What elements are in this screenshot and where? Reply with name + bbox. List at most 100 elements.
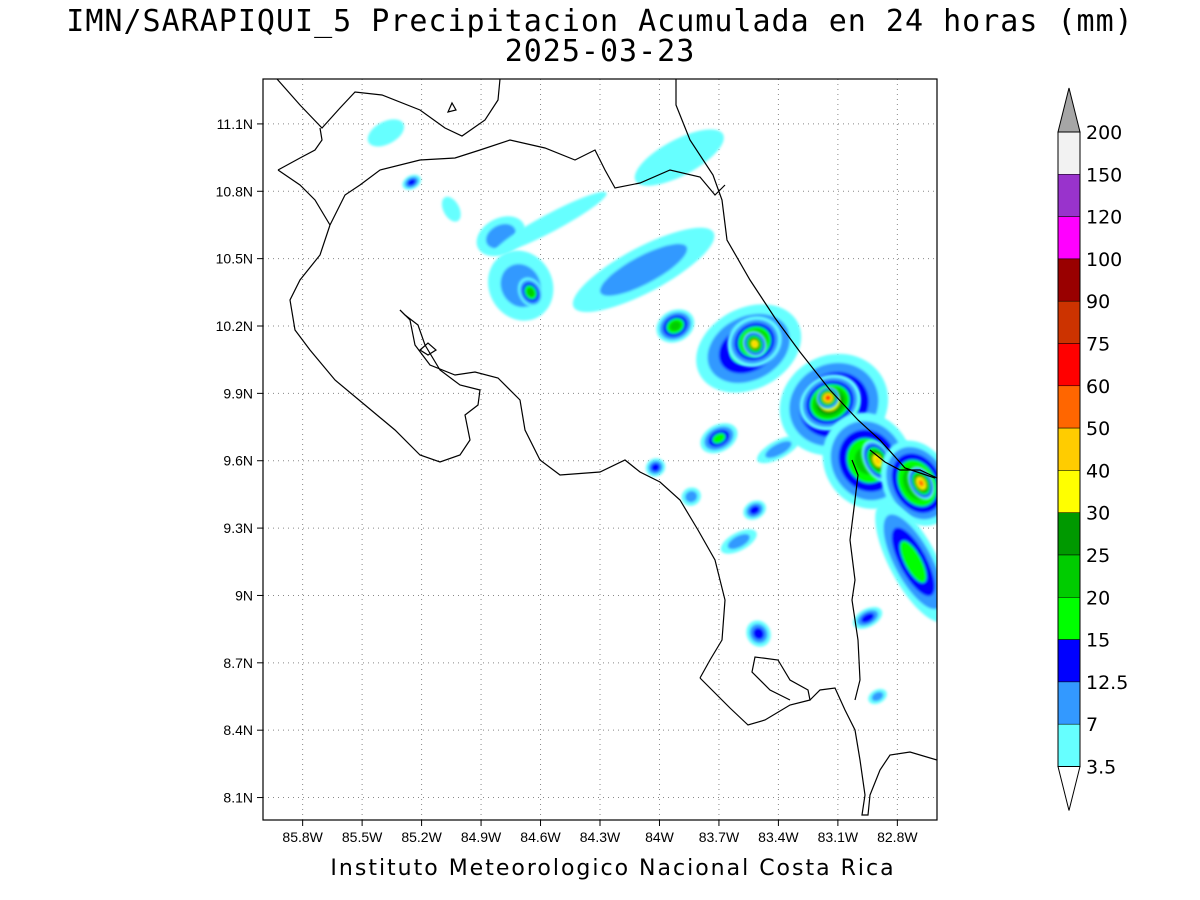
colorbar-label: 12.5 bbox=[1086, 672, 1128, 694]
precip-contour bbox=[712, 433, 726, 444]
colorbar-swatch bbox=[1057, 427, 1081, 471]
precip-contour bbox=[861, 613, 875, 623]
precipitation-field bbox=[367, 119, 937, 705]
x-tick-label: 84W bbox=[645, 829, 675, 845]
precip-cell bbox=[852, 607, 883, 629]
colorbar-label: 200 bbox=[1086, 122, 1122, 144]
y-tick-label: 8.1N bbox=[223, 790, 253, 806]
precip-cell bbox=[402, 174, 421, 190]
colorbar-label: 150 bbox=[1086, 164, 1122, 186]
precip-cell bbox=[742, 330, 767, 358]
y-tick-label: 8.7N bbox=[223, 655, 253, 671]
x-tick-label: 83.1W bbox=[818, 829, 859, 845]
x-tick-label: 85.8W bbox=[282, 829, 323, 845]
caribbean-coast bbox=[675, 79, 936, 479]
colorbar-min-arrow bbox=[1057, 766, 1081, 811]
precip-contour bbox=[874, 456, 881, 465]
precip-cell bbox=[572, 227, 715, 313]
precip-cell bbox=[645, 458, 666, 477]
nicoya-peninsula bbox=[289, 224, 481, 463]
x-tick-label: 85.5W bbox=[342, 829, 383, 845]
colorbar-swatch bbox=[1057, 554, 1081, 598]
y-tick-label: 10.5N bbox=[216, 251, 253, 267]
x-tick-label: 83.7W bbox=[699, 829, 740, 845]
colorbar-label: 90 bbox=[1086, 291, 1110, 313]
lake-nicaragua-shore bbox=[446, 101, 457, 113]
precip-contour bbox=[651, 463, 660, 472]
precip-cell bbox=[720, 529, 757, 554]
precip-contour bbox=[727, 534, 750, 550]
x-tick-label: 84.6W bbox=[520, 829, 561, 845]
colorbar-swatch bbox=[1057, 681, 1081, 725]
x-tick-label: 85.2W bbox=[401, 829, 442, 845]
osa-peninsula bbox=[699, 656, 811, 726]
colorbar-label: 50 bbox=[1086, 418, 1110, 440]
colorbar-label: 60 bbox=[1086, 376, 1110, 398]
colorbar-label: 25 bbox=[1086, 545, 1110, 567]
precip-contour bbox=[407, 178, 416, 186]
colorbar-swatch bbox=[1057, 131, 1081, 175]
colorbar-label: 75 bbox=[1086, 334, 1110, 356]
chira-island bbox=[418, 342, 438, 356]
colorbar-label: 20 bbox=[1086, 587, 1110, 609]
y-tick-label: 9N bbox=[235, 587, 253, 603]
colorbar-frame bbox=[1057, 131, 1081, 767]
precip-cell bbox=[441, 196, 461, 222]
precip-cell bbox=[746, 620, 771, 647]
colorbar-swatch bbox=[1057, 512, 1081, 556]
precip-contour bbox=[494, 191, 607, 254]
colorbar-swatch bbox=[1057, 385, 1081, 429]
nicaragua-costa-rica-border bbox=[329, 139, 726, 226]
x-tick-label: 82.8W bbox=[877, 829, 918, 845]
precip-contour bbox=[634, 129, 724, 186]
precip-cell bbox=[367, 119, 405, 147]
precip-contour bbox=[367, 119, 405, 147]
y-tick-label: 9.6N bbox=[223, 453, 253, 469]
colorbar-swatch bbox=[1057, 639, 1081, 683]
y-tick-label: 10.8N bbox=[216, 183, 253, 199]
precip-contour bbox=[753, 627, 765, 640]
precip-contour bbox=[765, 441, 792, 458]
footer-credit: Instituto Meteorologico Nacional Costa R… bbox=[330, 856, 896, 881]
golfo-dulce-shore bbox=[809, 687, 937, 816]
colorbar-label: 3.5 bbox=[1086, 757, 1116, 779]
colorbar-label: 40 bbox=[1086, 460, 1110, 482]
precip-cell bbox=[681, 487, 701, 506]
colorbar-swatch bbox=[1057, 174, 1081, 217]
x-tick-label: 84.3W bbox=[580, 829, 621, 845]
colorbar-swatch bbox=[1057, 723, 1081, 767]
precip-contour bbox=[749, 505, 760, 515]
colorbar-max-arrow bbox=[1057, 87, 1081, 133]
precip-cell bbox=[743, 500, 766, 520]
precip-contour bbox=[526, 288, 535, 297]
precip-contour bbox=[685, 490, 698, 503]
precip-cell bbox=[634, 129, 724, 186]
precip-cell bbox=[868, 688, 887, 705]
precip-cell bbox=[756, 435, 800, 464]
colorbar-swatch bbox=[1057, 597, 1081, 640]
y-tick-label: 11.1N bbox=[217, 116, 253, 132]
precip-cell bbox=[494, 191, 607, 254]
precip-contour bbox=[600, 243, 688, 296]
colorbar-label: 120 bbox=[1086, 207, 1122, 229]
colorbar-label: 100 bbox=[1086, 249, 1122, 271]
coastline-borders bbox=[276, 79, 937, 816]
colorbar-swatch bbox=[1057, 470, 1081, 513]
precip-cell bbox=[656, 309, 695, 343]
precip-contour bbox=[752, 341, 757, 347]
colorbar-label: 7 bbox=[1086, 714, 1098, 736]
colorbar-swatch bbox=[1057, 216, 1081, 260]
precip-cell bbox=[700, 423, 738, 454]
colorbar: 3.5 7 12.5 15 20 25 30 40 50 60 75 90 100 120 150 200 bbox=[1057, 87, 1128, 811]
x-axis: 85.8W 85.5W 85.2W 84.9W 84.6W 84.3W 84W 83.7W 83… bbox=[282, 820, 918, 845]
precip-contour bbox=[871, 691, 884, 702]
map-date: 2025-03-23 bbox=[504, 34, 696, 69]
precip-contour bbox=[669, 321, 681, 331]
y-tick-label: 9.9N bbox=[223, 385, 253, 401]
precip-contour bbox=[825, 395, 830, 400]
colorbar-swatch bbox=[1057, 343, 1081, 387]
y-tick-label: 8.4N bbox=[223, 722, 253, 738]
map-title: IMN/SARAPIQUI_5 Precipitacion Acumulada … bbox=[66, 4, 1134, 39]
pacific-coast-north bbox=[277, 127, 331, 226]
